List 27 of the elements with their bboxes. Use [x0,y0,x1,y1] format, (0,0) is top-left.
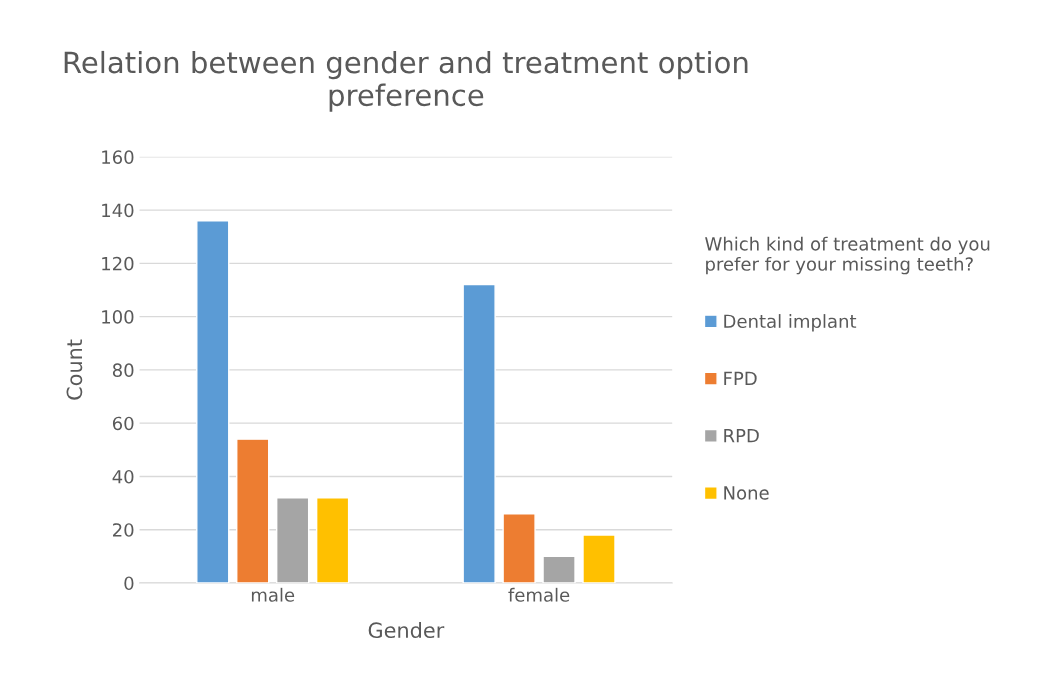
bar [462,283,496,583]
bar [196,220,230,583]
x-tick-label: male [251,587,295,602]
y-tick-label: 0 [124,576,134,591]
chart-title: Relation between gender and treatment option preference [64,50,748,112]
y-tick-label: 100 [102,310,134,324]
bar [502,513,536,583]
y-axis-title: Count [66,339,83,400]
y-tick-label: 60 [112,416,134,431]
y-tick-label: 40 [112,469,134,484]
x-tick-label: female [508,587,570,602]
legend-label: None [724,486,769,500]
bar [542,555,576,583]
legend-label: FPD [724,371,757,385]
legend-label: RPD [724,429,759,443]
bar [582,534,616,583]
legend-title: Which kind of treatment do you prefer for your missing teeth? [705,236,990,275]
y-tick-label: 140 [102,203,134,218]
y-tick-label: 120 [102,256,134,271]
x-axis-title: Gender [368,621,445,639]
y-tick-label: 20 [113,523,134,537]
y-tick-label: 160 [102,150,134,164]
legend-label: Dental implant [724,314,857,332]
bar [236,438,270,583]
y-tick-label: 80 [112,363,134,378]
bar [315,497,350,583]
bar [276,497,310,583]
